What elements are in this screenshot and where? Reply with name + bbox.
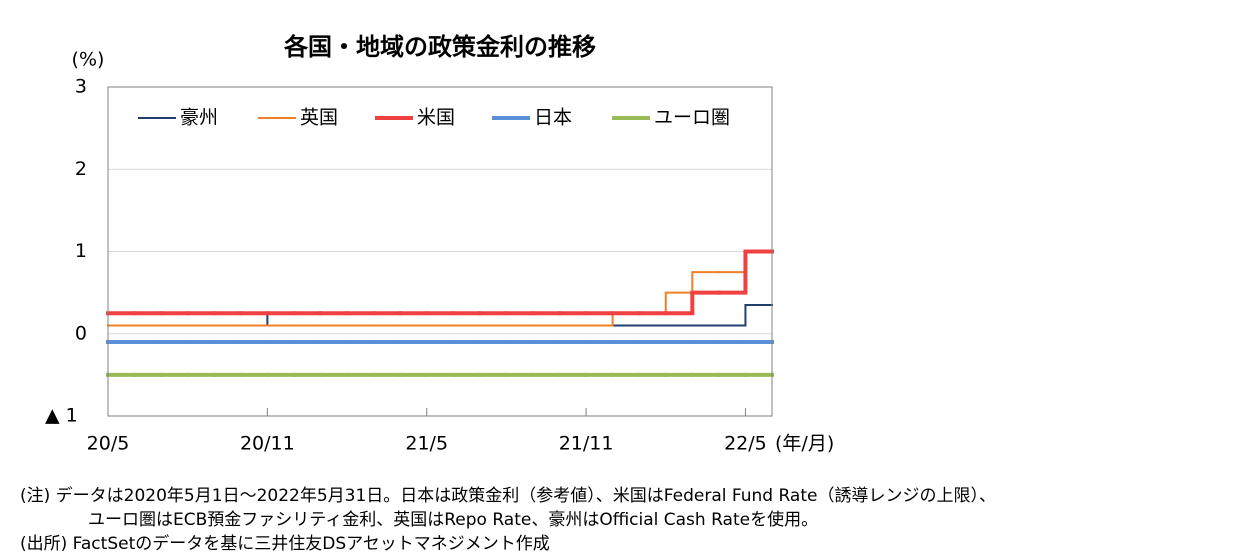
- chart-title: 各国・地域の政策金利の推移: [283, 33, 596, 61]
- x-tick-label: 20/5: [87, 433, 130, 455]
- x-tick-label: 21/5: [405, 433, 448, 455]
- y-tick-label: 2: [75, 158, 87, 180]
- x-tick-label: 20/11: [240, 433, 295, 455]
- y-tick-label: 0: [75, 322, 87, 344]
- legend-label: ユーロ圏: [654, 107, 730, 129]
- chart: 各国・地域の政策金利の推移 (%) ▲ 1 0 1 2 3 20/5 20/11 21/5 21…: [45, 33, 834, 455]
- x-tick-label: 22/5: [724, 433, 767, 455]
- legend-label: 米国: [417, 107, 455, 129]
- y-tick-label: 1: [75, 240, 87, 262]
- y-tick-label: 3: [75, 76, 87, 98]
- source-note: (出所) FactSetのデータを基に三井住友DSアセットマネジメント作成: [20, 534, 550, 554]
- x-tick-label: 21/11: [559, 433, 614, 455]
- y-tick-label: ▲ 1: [45, 405, 78, 427]
- note: ユーロ圏はECB預金ファシリティ金利、英国はRepo Rate、豪州はOffic…: [88, 510, 819, 530]
- x-axis-label: (年/月): [775, 433, 834, 455]
- legend-label: 豪州: [180, 107, 218, 129]
- note: (注) データは2020年5月1日～2022年5月31日。日本は政策金利（参考値…: [20, 486, 996, 506]
- plot-frame: [107, 86, 773, 417]
- legend-label: 英国: [300, 107, 338, 129]
- y-axis-label: (%): [72, 49, 105, 71]
- legend-label: 日本: [534, 107, 572, 129]
